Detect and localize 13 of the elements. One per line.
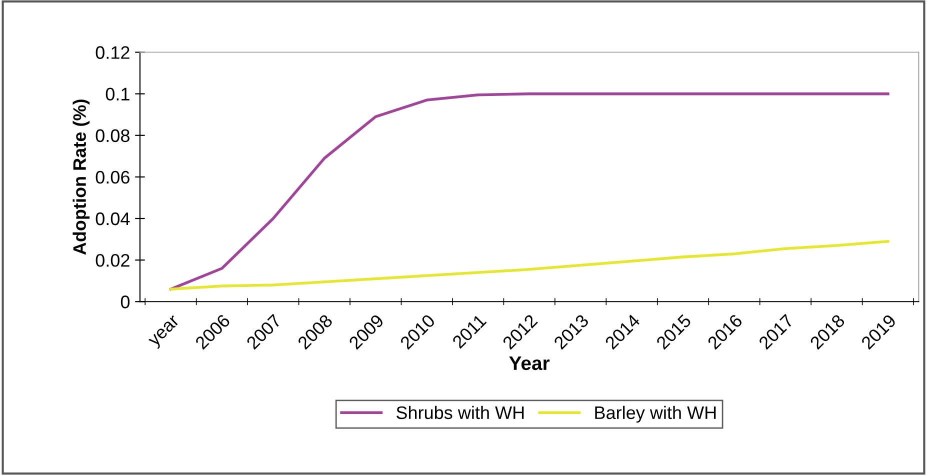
line-series bbox=[169, 92, 890, 291]
y-tick-label: 0.02 bbox=[96, 254, 130, 267]
y-tick-label: 0.08 bbox=[96, 129, 130, 142]
y-tick-label: 0.04 bbox=[96, 212, 130, 226]
y-tick-label: 0 bbox=[120, 296, 130, 308]
y-axis-title: Adoption Rate (%) bbox=[72, 100, 90, 255]
legend-label: Barley with WH bbox=[595, 406, 716, 423]
legend-label: Shrubs with WH bbox=[396, 406, 524, 420]
y-tick-label: 0.06 bbox=[96, 170, 130, 184]
y-tick-label: 0.1 bbox=[106, 88, 130, 101]
x-axis-title: Year bbox=[509, 356, 550, 370]
y-tick-label: 0.12 bbox=[96, 46, 130, 59]
line-series bbox=[169, 240, 890, 291]
